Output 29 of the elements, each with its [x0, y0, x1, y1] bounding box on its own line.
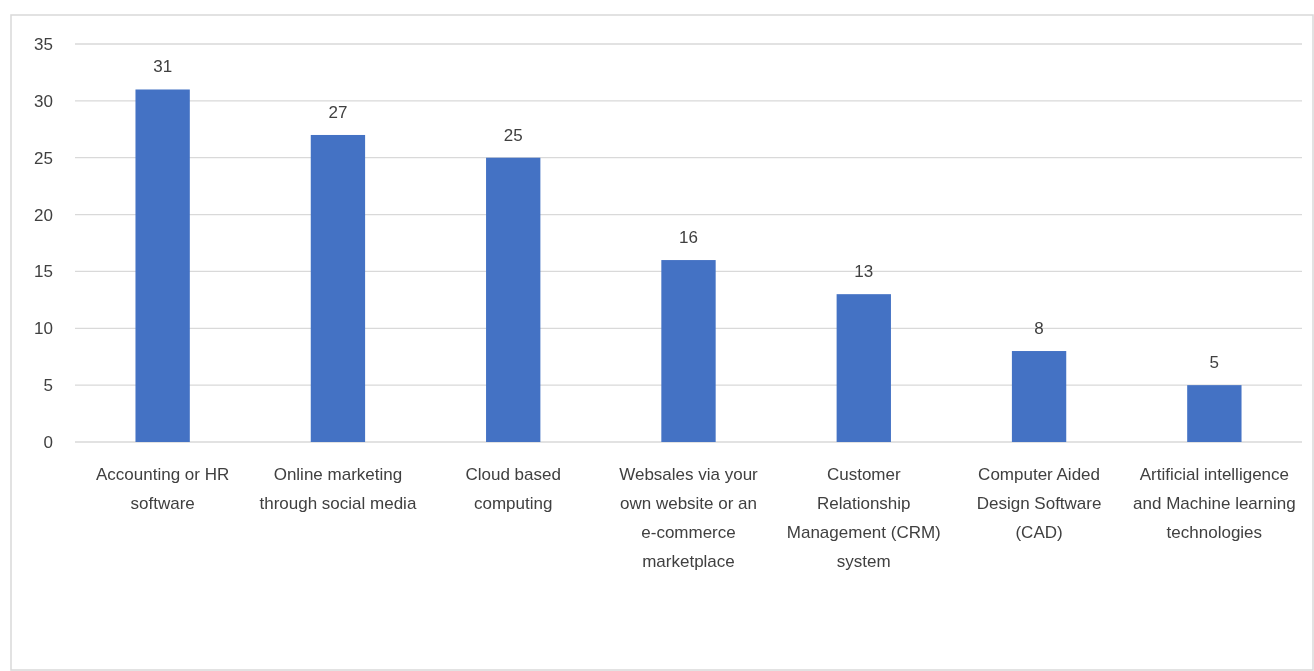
y-tick-label: 0 [43, 432, 53, 452]
bar [135, 89, 190, 442]
data-label: 8 [1034, 319, 1044, 339]
data-label: 5 [1209, 353, 1220, 373]
y-tick-label: 5 [43, 376, 53, 396]
data-label: 31 [153, 57, 173, 77]
x-tick-label: Cloud based computing [465, 465, 561, 513]
x-tick-label: Customer Relationship Management (CRM) system [786, 465, 941, 571]
y-tick-label: 25 [34, 148, 53, 168]
y-tick-label: 10 [34, 319, 53, 339]
y-tick-label: 35 [34, 34, 53, 54]
x-tick-label: Artificial intelligence and Machine learning technologies [1133, 465, 1296, 542]
bar [310, 134, 366, 442]
y-tick-label: 20 [34, 205, 53, 225]
y-tick-label: 30 [34, 91, 53, 111]
data-label: 16 [679, 228, 698, 248]
bar [661, 260, 716, 442]
bar [1011, 351, 1067, 442]
x-tick-label: Computer Aided Design Software (CAD) [976, 465, 1102, 542]
x-tick-label: Accounting or HR software [96, 465, 230, 513]
data-label: 13 [854, 262, 874, 282]
data-label: 27 [328, 102, 348, 122]
y-tick-label: 15 [34, 262, 53, 282]
bar [836, 294, 891, 442]
bar [1187, 385, 1242, 442]
x-tick-label: Online marketing through social media [259, 465, 417, 513]
x-tick-label: Websales via your own website or an e-commerce marketplace [619, 465, 759, 571]
data-label: 25 [503, 125, 523, 145]
bar [486, 157, 541, 442]
